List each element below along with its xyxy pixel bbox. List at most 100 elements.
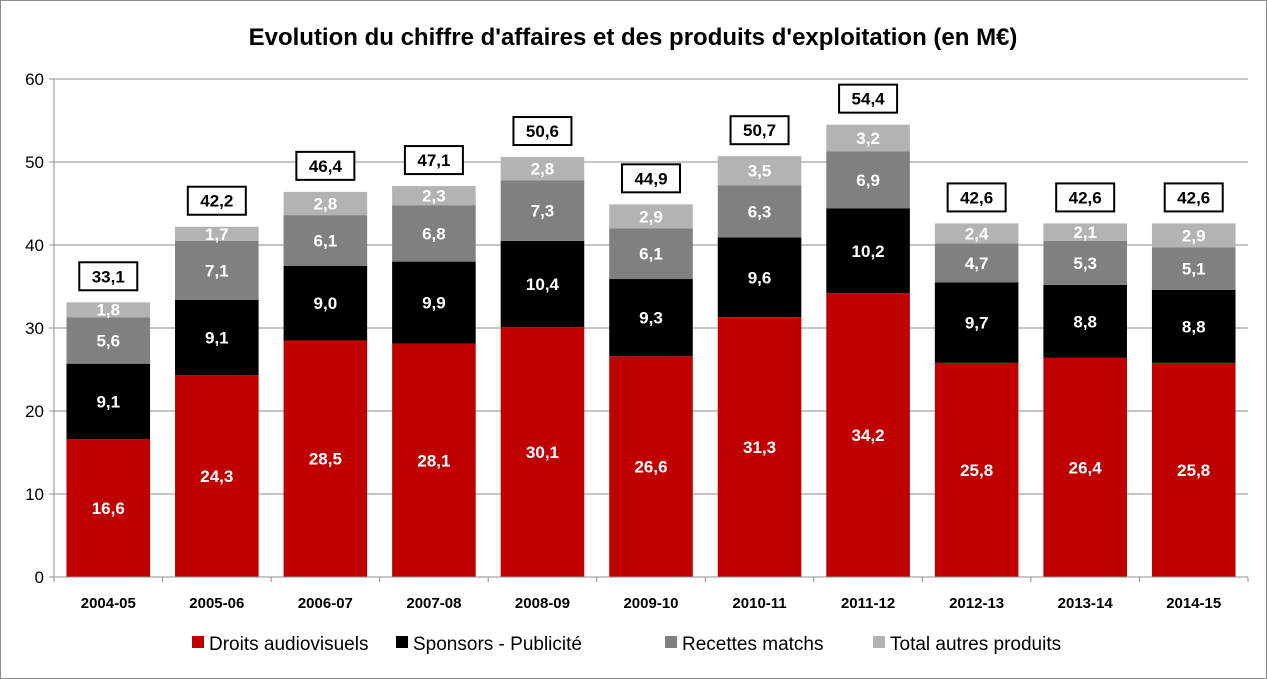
bar-segment <box>1151 223 1236 248</box>
total-label: 33,1 <box>92 267 125 286</box>
data-label: 16,6 <box>92 499 125 518</box>
total-box <box>403 145 464 176</box>
y-tick-label: 30 <box>25 319 44 338</box>
bar-segment <box>826 151 910 209</box>
bar-segment <box>1043 223 1127 241</box>
data-label: 9,0 <box>314 294 338 313</box>
data-label: 6,9 <box>856 171 880 190</box>
total-label: 44,9 <box>634 169 667 188</box>
data-label: 3,5 <box>748 162 772 181</box>
data-label: 4,7 <box>965 254 989 273</box>
x-tick-label: 2012-13 <box>949 595 1004 612</box>
data-label: 9,9 <box>422 294 446 313</box>
bar-segment <box>1043 357 1127 577</box>
data-label: 6,8 <box>422 224 446 243</box>
data-label: 2,8 <box>314 195 338 214</box>
legend-label: Sponsors - Publicité <box>413 634 582 655</box>
bar-segment <box>175 226 259 241</box>
legend-label: Recettes matchs <box>682 634 824 655</box>
total-box <box>78 261 139 292</box>
data-label: 2,4 <box>965 224 989 243</box>
data-label: 34,2 <box>852 426 885 445</box>
x-tick-label: 2007-08 <box>406 595 461 612</box>
bar-segment <box>717 185 802 238</box>
x-tick-label: 2006-07 <box>298 595 353 612</box>
data-label: 24,3 <box>200 467 233 486</box>
data-label: 1,7 <box>205 225 229 244</box>
data-label: 2,3 <box>422 187 446 206</box>
data-label: 30,1 <box>526 443 559 462</box>
data-label: 2,9 <box>1182 226 1206 245</box>
bar-segment <box>1043 240 1127 285</box>
total-label: 47,1 <box>417 151 450 170</box>
data-label: 2,8 <box>531 160 555 179</box>
data-label: 5,6 <box>96 331 120 350</box>
y-tick-label: 10 <box>25 485 44 504</box>
data-label: 25,8 <box>960 461 993 480</box>
legend-label: Total autres produits <box>890 634 1061 655</box>
legend-label: Droits audiovisuels <box>209 634 368 655</box>
bar-segment <box>934 243 1019 283</box>
total-label: 46,4 <box>309 157 343 176</box>
data-label: 9,3 <box>639 309 663 328</box>
total-label: 54,4 <box>852 90 886 109</box>
data-label: 6,1 <box>639 245 663 264</box>
bar-segment <box>934 223 1019 244</box>
x-tick-label: 2010-11 <box>732 595 786 612</box>
bar-segment <box>609 228 693 280</box>
data-label: 10,4 <box>526 275 560 294</box>
data-label: 5,3 <box>1073 254 1097 273</box>
bar-segment <box>826 208 910 294</box>
total-label: 50,6 <box>526 122 559 141</box>
bar-segment <box>66 439 151 577</box>
data-label: 2,1 <box>1073 223 1097 242</box>
data-label: 3,2 <box>856 129 880 148</box>
y-tick-label: 20 <box>25 402 44 421</box>
data-label: 26,4 <box>1069 458 1103 477</box>
data-label: 28,1 <box>417 451 450 470</box>
bar-segment <box>717 156 802 186</box>
bar-segment <box>392 205 476 262</box>
y-tick-label: 50 <box>25 153 44 172</box>
data-label: 9,6 <box>748 268 772 287</box>
bar-segment <box>826 124 910 152</box>
bar-segment <box>609 279 693 357</box>
data-label: 9,1 <box>205 329 229 348</box>
bar-segment <box>283 340 368 577</box>
total-label: 42,6 <box>960 188 993 207</box>
total-box <box>186 185 247 216</box>
total-label: 42,6 <box>1069 188 1102 207</box>
bar-segment <box>1151 247 1236 290</box>
x-tick-label: 2009-10 <box>623 595 678 612</box>
data-label: 7,3 <box>531 202 555 221</box>
y-tick-label: 60 <box>25 70 44 89</box>
bars: 16,6 9,1 5,6 1,8 24,3 9,1 7,1 1,7 28,5 9,0 6,1 2,8 2… <box>66 124 1236 577</box>
legend-swatch <box>665 636 677 648</box>
bar-segment <box>934 362 1019 577</box>
bar-segment <box>392 343 476 577</box>
x-tick-label: 2011-12 <box>841 595 895 612</box>
bar-segment <box>717 237 802 318</box>
legend-swatch <box>396 636 408 648</box>
total-box <box>295 150 356 181</box>
total-box <box>838 83 899 114</box>
bar-segment <box>66 317 151 364</box>
data-label: 10,2 <box>852 242 885 261</box>
x-tick-label: 2008-09 <box>515 595 570 612</box>
bar-segment <box>175 240 259 300</box>
legend: Droits audiovisuels Sponsors - Publicité R… <box>192 634 1061 655</box>
data-label: 5,1 <box>1182 260 1206 279</box>
x-tick-label: 2014-15 <box>1166 595 1221 612</box>
bar-segment <box>175 375 259 577</box>
data-label: 26,6 <box>634 458 667 477</box>
bar-segment <box>392 261 476 344</box>
total-box <box>1055 182 1116 213</box>
total-box <box>1163 182 1224 213</box>
data-label: 6,3 <box>748 202 772 221</box>
bar-segment <box>392 186 476 206</box>
data-label: 2,9 <box>639 207 663 226</box>
bar-segment <box>500 327 585 577</box>
bar-segment <box>66 302 151 318</box>
bar-segment <box>609 204 693 229</box>
